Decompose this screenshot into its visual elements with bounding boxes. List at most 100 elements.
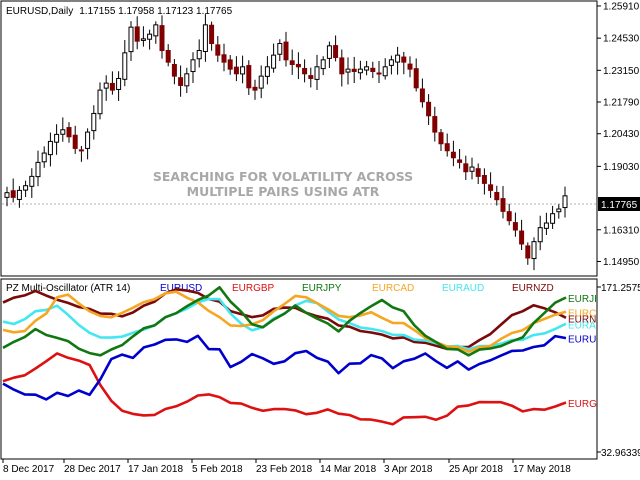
candle [246, 60, 252, 96]
candle [91, 105, 97, 140]
candle [283, 31, 289, 67]
candle [407, 56, 413, 78]
candle [60, 117, 66, 142]
end-label-eurjpy: EURJI [568, 294, 597, 305]
series-line-eurcad [2, 290, 567, 354]
watermark-line-1: SEARCHING FOR VOLATILITY ACROSS [153, 169, 413, 184]
candle [277, 39, 283, 62]
candle [475, 163, 481, 185]
candle [413, 58, 419, 92]
candle [134, 16, 140, 50]
oscillator-lines [2, 285, 567, 426]
time-tick-label: 8 Dec 2017 [3, 464, 55, 475]
candle [481, 168, 487, 195]
candle [209, 21, 215, 51]
candle [116, 71, 122, 102]
legend-item-euraud: EURAUD [442, 283, 484, 294]
candle [450, 140, 456, 167]
series-line-eurnzd [2, 287, 567, 351]
candle [388, 55, 394, 75]
candle [326, 41, 332, 68]
candle [519, 219, 525, 251]
candle [395, 46, 401, 75]
candle [506, 203, 512, 226]
candle [364, 60, 370, 76]
time-tick-label: 3 Apr 2018 [384, 464, 433, 475]
candle [140, 26, 146, 47]
candle [103, 75, 109, 101]
time-tick-label: 17 May 2018 [513, 464, 571, 475]
candle [35, 150, 41, 187]
candle [109, 71, 115, 95]
candle [438, 129, 444, 151]
legend: EURUSD EURGBP EURJPY EURCAD EURAUD EURNZD [160, 283, 554, 294]
candle [401, 51, 407, 75]
candle [320, 56, 326, 76]
candle [78, 145, 84, 162]
legend-item-eurjpy: EURJPY [302, 283, 342, 294]
candle [184, 67, 190, 94]
oscillator-panel [0, 278, 598, 460]
price-tick-label: 1.19030 [603, 162, 640, 173]
candle [159, 15, 165, 59]
end-label-euraud: EURA [568, 320, 596, 331]
price-tick-label: 1.24530 [603, 34, 640, 45]
candle [128, 21, 134, 61]
time-tick-label: 25 Apr 2018 [449, 464, 503, 475]
price-tick-label: 1.14950 [603, 257, 640, 268]
series-line-eurusd [2, 334, 567, 401]
candle [233, 56, 239, 82]
current-price-label: 1.17765 [601, 200, 638, 211]
candle [525, 242, 531, 265]
current-price-tag [598, 197, 640, 211]
candle [488, 172, 494, 198]
time-tick-label: 5 Feb 2018 [192, 464, 243, 475]
candle [314, 54, 320, 91]
candle [23, 180, 29, 198]
candle [463, 155, 469, 181]
end-label-eurnzd: EURN [568, 314, 596, 325]
legend-item-eurgbp: EURGBP [232, 283, 275, 294]
candle [339, 49, 345, 87]
price-tick-label: 1.16310 [603, 225, 640, 236]
candle [165, 44, 171, 67]
candle [351, 56, 357, 84]
candle [16, 186, 22, 208]
candle [289, 49, 295, 75]
candle [153, 21, 159, 44]
candle [426, 94, 432, 126]
candle [271, 43, 277, 73]
candle [357, 60, 363, 80]
candle [370, 61, 376, 79]
price-axis: 1.25910 1.24530 1.23150 1.21790 1.20430 1.190… [597, 1, 640, 268]
candle [469, 157, 475, 180]
candle [457, 148, 463, 169]
symbol-label: EURUSD,Daily 1.17155 1.17958 1.17123 1.17… [6, 6, 233, 17]
end-label-eurusd: EURU [568, 335, 596, 346]
candle [376, 61, 382, 84]
candle [85, 128, 91, 160]
candle [444, 133, 450, 157]
candle [308, 67, 314, 88]
candle [500, 186, 506, 219]
candle [29, 168, 35, 198]
candle [147, 29, 153, 50]
candle [531, 237, 537, 271]
candle [264, 56, 270, 85]
candle [302, 59, 308, 83]
price-panel [0, 0, 598, 277]
osc-min-label: 32.96339 [601, 448, 640, 459]
end-label-eurgbp: EURG [568, 399, 597, 410]
candle [221, 43, 227, 72]
candle [202, 14, 208, 62]
candle [550, 205, 556, 229]
series-line-eurgbp [2, 352, 567, 426]
candle [432, 106, 438, 142]
osc-max-label: 171.2575 [601, 283, 640, 294]
candle [333, 35, 339, 62]
candle [562, 186, 568, 218]
candle [66, 122, 72, 143]
price-tick-label: 1.23150 [603, 66, 640, 77]
candle [537, 215, 543, 251]
